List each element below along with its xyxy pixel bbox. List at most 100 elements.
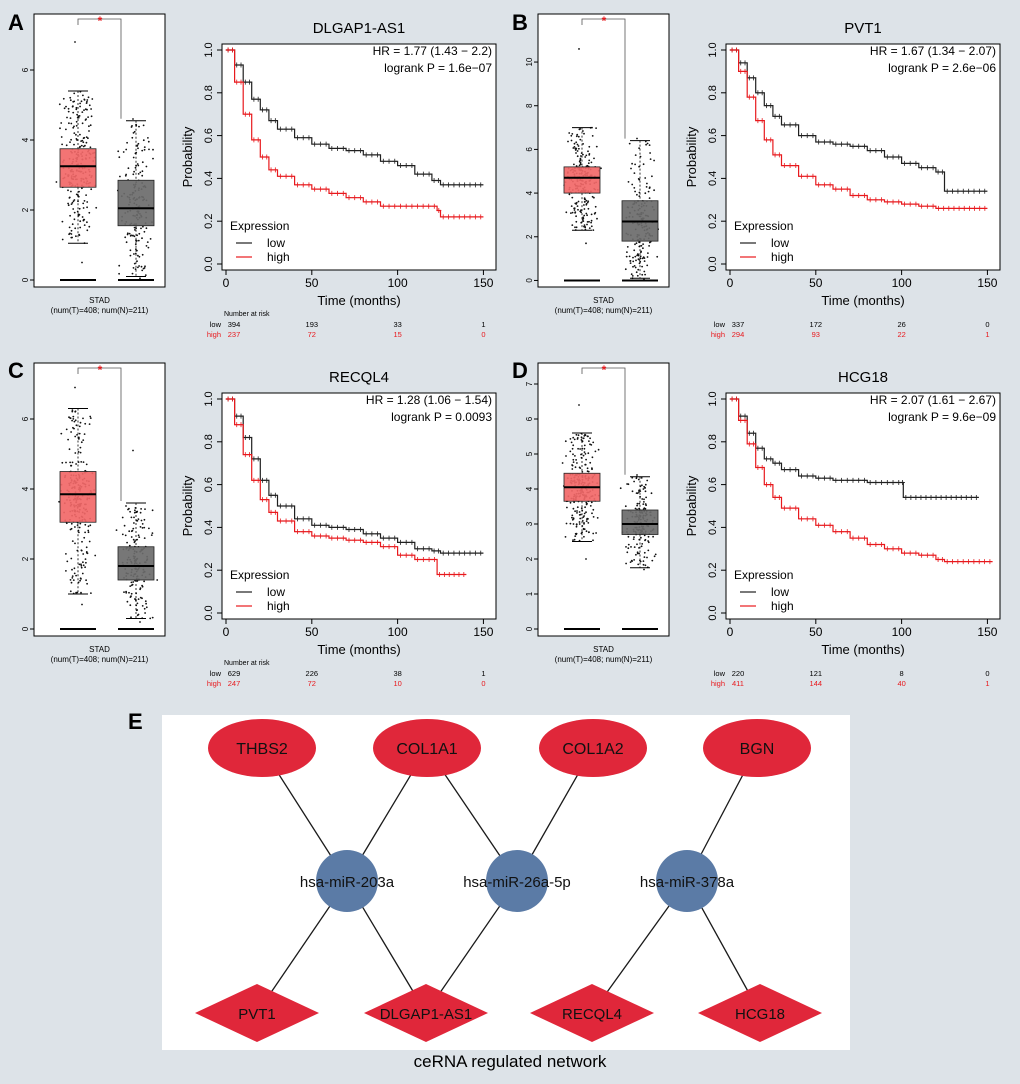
significance-bracket (77, 18, 122, 119)
boxplot-point (624, 505, 627, 508)
km-censor-mark (810, 133, 816, 139)
boxplot-point (575, 215, 577, 218)
km-censor-mark (873, 148, 879, 154)
km-censor-mark (890, 479, 896, 485)
boxplot-point (60, 432, 63, 435)
boxplot: 0 1 2 3 4 5 6 7 * STAD(num(T)=408; num(N)=211) (525, 362, 670, 664)
km-censor-mark (426, 546, 432, 552)
boxplot: 0 2 4 6 * STAD(num(T)=408; num(N)=211) (21, 362, 166, 664)
boxplot-point (593, 157, 595, 160)
boxplot-point (61, 143, 63, 146)
boxplot-point (571, 464, 573, 466)
boxplot-point (572, 539, 574, 541)
km-censor-mark (432, 557, 438, 562)
network-node-ellipse (539, 719, 647, 777)
boxplot-point (143, 148, 146, 151)
km-risk-high-label: high (711, 679, 725, 688)
boxplot-point (631, 490, 634, 493)
boxplot-point (585, 520, 588, 522)
boxplot-point (79, 577, 82, 580)
km-y-tick-label: 0.0 (203, 256, 215, 271)
km-censor-mark (397, 203, 403, 209)
km-censor-mark (234, 422, 240, 428)
km-censor-mark (420, 171, 426, 177)
boxplot-point-outlier (578, 404, 580, 406)
boxplot-point (136, 249, 138, 252)
km-y-axis-label: Probability (684, 126, 699, 187)
boxplot-point (634, 163, 636, 166)
km-censor-mark (357, 527, 363, 533)
boxplot-y-tick-label: 4 (525, 190, 534, 195)
km-censor-mark (346, 527, 352, 533)
km-censor-mark (346, 195, 352, 201)
km-y-tick-label: 0.0 (707, 256, 719, 271)
km-censor-mark (426, 171, 432, 177)
boxplot-point (585, 458, 587, 461)
boxplot-point-outlier (636, 137, 638, 140)
km-risk-low-value: 8 (900, 669, 904, 678)
km-censor-mark (392, 203, 398, 209)
km-censor-mark (264, 154, 270, 160)
boxplot-point (641, 484, 643, 487)
km-censor-mark (879, 542, 885, 548)
network-node-circle (486, 850, 548, 912)
boxplot-point (79, 421, 82, 424)
km-censor-mark (451, 571, 457, 577)
boxplot-point (135, 248, 137, 251)
km-censor-mark (300, 135, 306, 141)
km-risk-high-value: 1 (985, 679, 989, 688)
km-legend-title: Expression (230, 568, 289, 582)
boxplot-point (570, 139, 573, 142)
boxplot-box-tumor (563, 166, 601, 194)
km-censor-mark (403, 552, 409, 558)
boxplot-point (87, 531, 90, 534)
network-node-label: hsa-miR-378a (640, 874, 735, 891)
boxplot-point (137, 239, 140, 242)
boxplot-point (640, 477, 643, 479)
km-y-axis-label: Probability (180, 126, 195, 187)
boxplot-point (75, 235, 77, 238)
km-censor-mark (821, 182, 827, 188)
km-legend-title: Expression (734, 219, 793, 233)
km-censor-mark (944, 559, 950, 565)
km-censor-mark (810, 173, 816, 179)
boxplot-point (596, 217, 598, 220)
boxplot-point (143, 526, 146, 529)
boxplot-point (145, 245, 148, 247)
boxplot-point (631, 275, 634, 277)
km-censor-mark (306, 516, 312, 522)
km-censor-mark (804, 516, 810, 522)
boxplot-point (86, 201, 89, 203)
km-censor-mark (867, 148, 873, 154)
boxplot-point (74, 452, 77, 454)
km-censor-mark (867, 197, 873, 203)
km-x-tick-label: 100 (892, 625, 912, 639)
network-node-lncrna: RECQL4 (530, 984, 654, 1042)
km-risk-high-value: 22 (897, 330, 905, 339)
boxplot-point (572, 461, 575, 463)
boxplot-point (573, 501, 575, 504)
boxplot-point (121, 533, 124, 536)
boxplot-point (565, 522, 568, 525)
boxplot-point (643, 551, 646, 554)
km-x-tick-label: 100 (388, 276, 408, 290)
km-legend-low-label: low (267, 585, 285, 599)
boxplot-point (86, 206, 88, 209)
boxplot-point (627, 181, 630, 183)
km-censor-mark (821, 139, 827, 145)
boxplot-group-label: STAD (593, 645, 614, 654)
boxplot-point (591, 512, 593, 515)
km-censor-mark (335, 190, 341, 196)
boxplot-point (65, 570, 67, 572)
km-censor-mark (403, 539, 409, 545)
boxplot-point (646, 142, 649, 145)
boxplot-point (640, 545, 643, 548)
boxplot-point-outlier (139, 277, 141, 280)
boxplot-point (87, 137, 89, 140)
km-censor-mark (247, 79, 253, 85)
km-censor-mark (913, 201, 919, 207)
boxplot-point (644, 483, 647, 486)
boxplot-point (88, 211, 91, 214)
boxplot-point (138, 255, 141, 258)
